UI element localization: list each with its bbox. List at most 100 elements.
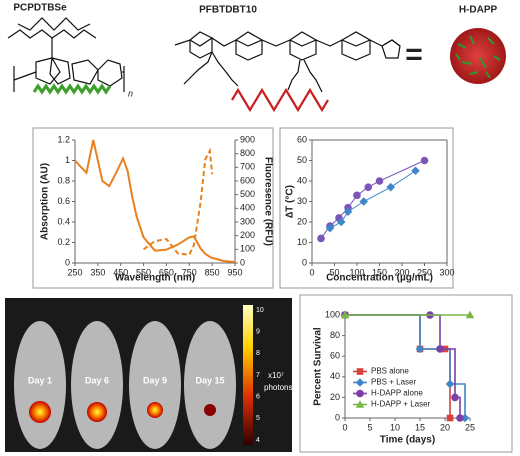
x-tick-label: 450 — [113, 267, 128, 277]
y-tick-label: 60 — [297, 134, 307, 144]
y2-tick-label: 100 — [240, 244, 255, 254]
y-tick-label: 20 — [297, 216, 307, 226]
trend-line — [320, 160, 425, 239]
x-tick-label: 550 — [136, 267, 151, 277]
x-tick-label: 250 — [67, 267, 82, 277]
x-tick-label: 950 — [227, 267, 242, 277]
x-tick-label: 750 — [182, 267, 197, 277]
x-tick-label: 20 — [440, 422, 450, 432]
data-line — [74, 139, 236, 263]
x-tick-label: 25 — [465, 422, 475, 432]
marker — [375, 177, 384, 185]
y-tick-label: 0 — [65, 257, 70, 267]
y-tick-label: 0.6 — [57, 196, 70, 206]
marker — [411, 166, 420, 176]
x-tick-label: 150 — [372, 267, 387, 277]
marker — [364, 183, 373, 191]
marker — [353, 191, 361, 200]
marker — [343, 207, 353, 217]
y-tick-label: 60 — [330, 351, 340, 361]
colorbar-tick-label: 10 — [256, 307, 264, 314]
day-label: Day 9 — [143, 375, 167, 385]
marker — [456, 414, 464, 422]
x-axis-label: Wavelength (nm) — [115, 273, 195, 284]
y-tick-label: 0.2 — [57, 237, 70, 247]
y-tick-label: 80 — [330, 330, 340, 340]
marker — [355, 378, 365, 387]
panel-border — [299, 294, 513, 453]
day-label: Day 1 — [28, 375, 52, 385]
y2-tick-label: 800 — [240, 148, 255, 158]
colorbar-tick-label: 6 — [256, 394, 260, 401]
marker — [445, 379, 455, 389]
y-tick-label: 0 — [302, 257, 307, 267]
marker — [336, 217, 346, 227]
y-tick-label: 0.4 — [57, 216, 70, 226]
colorbar-unit: x10⁷ — [268, 371, 284, 380]
signal-spots — [29, 401, 216, 423]
y2-axis-label: Fluoresence (RFU) — [262, 157, 273, 246]
y2-tick-label: 500 — [240, 189, 255, 199]
x-axis-label: Concentration (µg/mL) — [326, 273, 433, 284]
x-tick-label: 50 — [329, 267, 339, 277]
x-tick-label: 350 — [90, 267, 105, 277]
legend-label: H-DAPP alone — [371, 389, 423, 398]
x-tick-label: 0 — [342, 422, 347, 432]
compound-label: H-DAPP — [459, 5, 498, 16]
marker — [386, 182, 396, 192]
mouse-images — [14, 321, 236, 449]
marker — [420, 156, 429, 165]
y-tick-label: 1 — [65, 155, 70, 165]
marker — [317, 234, 325, 243]
marker — [415, 344, 425, 354]
marker — [356, 389, 364, 398]
marker — [465, 310, 475, 319]
y2-tick-label: 200 — [240, 230, 255, 240]
marker — [446, 414, 454, 422]
x-tick-label: 15 — [415, 422, 425, 432]
colorbar-tick-label: 9 — [256, 329, 260, 336]
y-tick-label: 40 — [297, 175, 307, 185]
compound-label: PFBTDBT10 — [199, 5, 257, 16]
x-axis-label: Time (days) — [380, 435, 435, 446]
marker — [355, 400, 365, 408]
y-axis-label: ∆T (°C) — [285, 185, 296, 218]
colorbar-tick-label: 4 — [256, 437, 260, 444]
x-tick-label: 5 — [367, 422, 372, 432]
colorbar — [243, 305, 253, 445]
x-tick-label: 100 — [349, 267, 364, 277]
day-label: Day 6 — [85, 375, 109, 385]
marker — [340, 310, 350, 319]
y2-tick-label: 700 — [240, 162, 255, 172]
pfbtdbt10-structure — [174, 31, 401, 113]
colorbar-unit: photons — [264, 383, 292, 392]
y2-tick-label: 600 — [240, 175, 255, 185]
colorbar-tick-label: 8 — [256, 350, 260, 357]
legend-label: PBS + Laser — [371, 378, 416, 387]
colorbar-tick-label: 5 — [256, 415, 260, 422]
y-tick-label: 100 — [325, 309, 340, 319]
y-axis-label: Percent Survival — [313, 327, 324, 406]
x-tick-label: 200 — [394, 267, 409, 277]
y-tick-label: 30 — [297, 196, 307, 206]
y-tick-label: 20 — [330, 392, 340, 402]
nanoparticle — [450, 28, 506, 84]
x-tick-label: 10 — [390, 422, 400, 432]
x-tick-label: 850 — [205, 267, 220, 277]
marker — [451, 393, 459, 402]
data-line — [142, 147, 214, 256]
marker — [359, 197, 369, 206]
y-axis-label: Absorption (AU) — [40, 163, 51, 240]
panel-border — [279, 127, 454, 289]
marker — [325, 223, 335, 233]
equals-sign: = — [405, 38, 423, 71]
marker — [356, 368, 364, 375]
y-tick-label: 0 — [335, 412, 340, 422]
compound-label: PCPDTBSe — [13, 3, 67, 14]
y2-tick-label: 0 — [240, 257, 245, 267]
x-tick-label: 250 — [417, 267, 432, 277]
colorbar-tick-label: 7 — [256, 372, 260, 379]
x-tick-label: 0 — [309, 267, 314, 277]
pcpdtbse-structure — [7, 17, 125, 95]
